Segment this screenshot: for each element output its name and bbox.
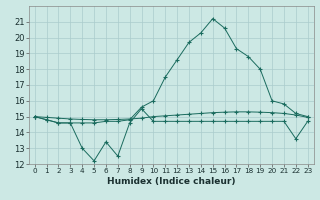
X-axis label: Humidex (Indice chaleur): Humidex (Indice chaleur) [107,177,236,186]
